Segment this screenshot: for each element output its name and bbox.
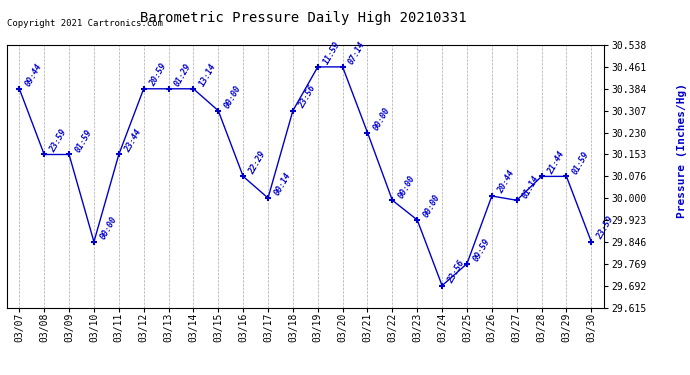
Text: 23:59: 23:59 xyxy=(595,215,615,241)
Text: 00:00: 00:00 xyxy=(222,84,243,110)
Text: 22:29: 22:29 xyxy=(247,150,268,176)
Text: 00:14: 00:14 xyxy=(272,171,293,197)
Text: 01:29: 01:29 xyxy=(172,62,193,88)
Text: 13:14: 13:14 xyxy=(197,62,218,88)
Text: 23:59: 23:59 xyxy=(48,128,69,154)
Text: 09:59: 09:59 xyxy=(471,237,491,263)
Text: 23:56: 23:56 xyxy=(297,84,317,110)
Text: 09:44: 09:44 xyxy=(23,62,43,88)
Text: 01:59: 01:59 xyxy=(73,128,94,154)
Text: 20:59: 20:59 xyxy=(148,62,168,88)
Text: 01:59: 01:59 xyxy=(571,150,591,176)
Text: 21:44: 21:44 xyxy=(546,150,566,176)
Text: 00:00: 00:00 xyxy=(372,106,392,132)
Text: Barometric Pressure Daily High 20210331: Barometric Pressure Daily High 20210331 xyxy=(140,11,467,25)
Text: 20:44: 20:44 xyxy=(496,169,516,195)
Text: 23:44: 23:44 xyxy=(123,128,144,154)
Text: 00:00: 00:00 xyxy=(397,173,417,200)
Text: 01:14: 01:14 xyxy=(521,173,541,200)
Text: 00:00: 00:00 xyxy=(422,193,442,219)
Text: Pressure (Inches/Hg): Pressure (Inches/Hg) xyxy=(677,82,687,218)
Text: 11:59: 11:59 xyxy=(322,40,342,66)
Text: 07:14: 07:14 xyxy=(347,40,367,66)
Text: 23:56: 23:56 xyxy=(446,259,466,285)
Text: 00:00: 00:00 xyxy=(98,215,119,241)
Text: Copyright 2021 Cartronics.com: Copyright 2021 Cartronics.com xyxy=(7,19,163,28)
